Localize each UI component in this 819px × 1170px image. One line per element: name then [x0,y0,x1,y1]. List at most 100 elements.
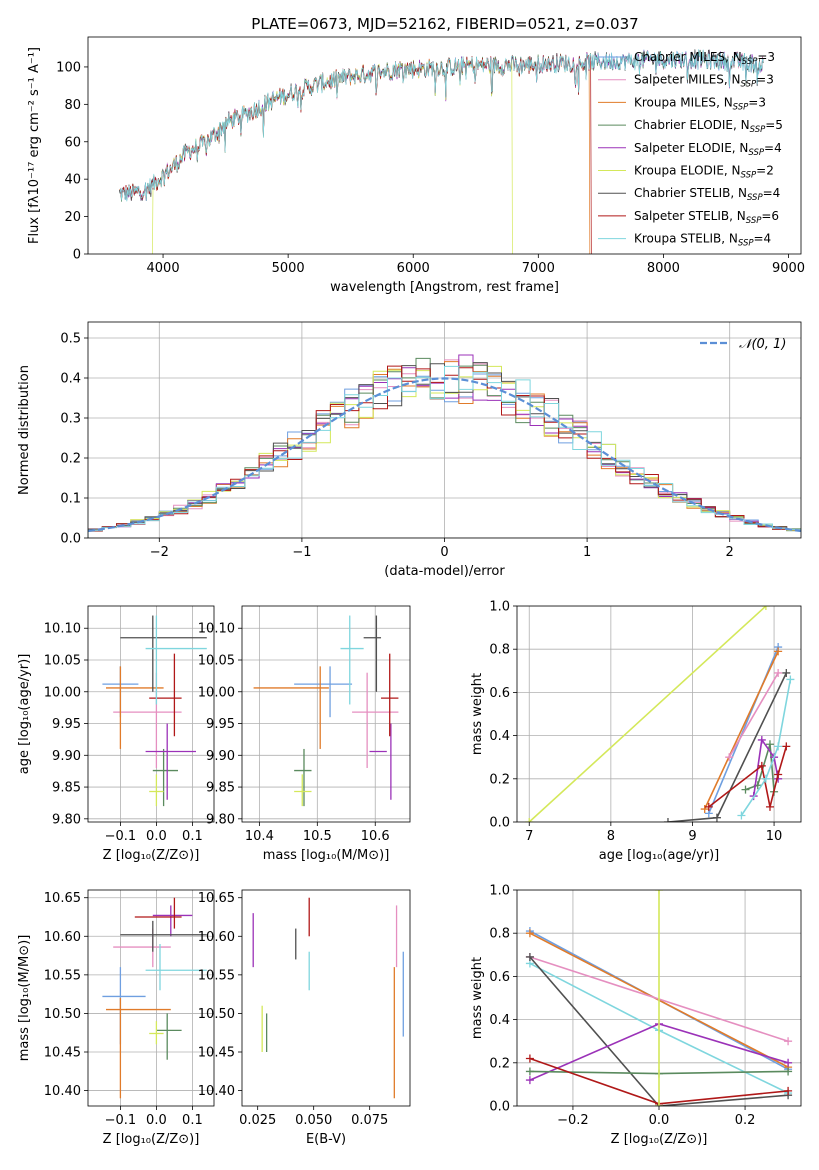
y-tick-label: 10.00 [198,685,235,700]
legend-label: Chabrier MILES, NSSP=3 [634,50,775,67]
x-tick-label: −0.1 [105,829,137,844]
legend-nssp-value: =5 [765,118,783,132]
legend-series-name: Chabrier ELODIE [634,118,733,132]
weight-marker [655,1102,663,1106]
errorbar-point-kroupa-stelib [145,944,207,991]
errorbar-point-chabrier-stelib [120,615,207,692]
legend-nssp-sub: SSP [741,171,757,181]
errorbar-point-kroupa-miles [106,666,164,749]
y-axis-label: Flux [fλ10⁻¹⁷ erg cm⁻² s⁻¹ A⁻¹] [27,47,42,244]
plot-area [252,897,404,1099]
plot-area [517,606,801,822]
panel-mass-vs-metallicity: −0.1 0.0 0.1 10.40 10.45 10.50 10.55 10.60 10.65… [17,889,215,1147]
x-axis-label: wavelength [Angstrom, rest frame] [330,280,559,295]
y-tick-label: 10.60 [44,930,81,945]
weight-marker [784,1067,793,1076]
weight-marker [774,742,783,751]
weight-marker [782,742,791,751]
weight-marker [761,606,770,610]
y-tick-label: 10.40 [198,1084,235,1099]
legend-nssp-value: =4 [754,232,772,246]
legend-nssp-value: =3 [756,73,774,87]
y-tick-label: 10.65 [44,891,81,906]
weight-marker [525,818,534,822]
y-tick-label: 10.50 [44,1007,81,1022]
x-axis-label: Z [log₁₀(Z/Z⊙)] [611,1132,708,1147]
errorbar-point-chabrier-elodie [294,748,312,807]
errorbar-point-salpeter-elodie [145,723,196,800]
legend-nssp-value: =4 [764,141,782,155]
plot-area [88,890,214,1106]
legend-label: 𝒩(0, 1) [739,337,786,352]
weight-marker [712,813,721,822]
y-tick-label: 0.1 [60,492,81,507]
weight-marker [525,1054,534,1063]
legend-nssp-sub: SSP [733,102,749,112]
x-tick-label: 10.4 [245,829,274,844]
y-tick-label: 0.5 [60,332,81,347]
legend-series-name: Kroupa STELIB [634,232,721,246]
y-tick-label: 10.45 [44,1046,81,1061]
weight-marker [765,802,774,811]
weight-marker [774,668,783,677]
x-tick-label: 0.025 [239,1113,276,1128]
x-axis-label: Z [log₁₀(Z/Z⊙)] [103,848,200,863]
y-tick-label: 0.0 [489,816,510,831]
errorbar-point-chabrier-elodie [152,748,178,807]
legend-series-name: Kroupa MILES [634,95,716,109]
x-axis-label: Z [log₁₀(Z/Z⊙)] [103,1132,200,1147]
y-axis-label: mass weight [470,957,485,1039]
x-tick-label: 0.0 [649,1113,670,1128]
y-tick-label: 0.8 [489,643,510,658]
errorbar-point-salpeter-miles [352,672,399,768]
x-tick-label: 0.0 [146,829,167,844]
errorbar-point-chabrier-elodie [156,1013,182,1060]
legend-nssp-value: =6 [761,209,779,223]
weight-marker [784,1086,793,1095]
legend-nssp-prefix: , N [730,186,747,200]
legend-nssp-sub: SSP [747,193,763,203]
legend-series-name: Chabrier STELIB [634,186,730,200]
errorbar-point-kroupa-elodie [294,774,312,807]
x-tick-label: 0.0 [146,1113,167,1128]
legend-nssp-sub: SSP [742,57,758,67]
weight-marker [704,802,713,811]
legend-label: Salpeter MILES, NSSP=3 [634,73,774,90]
x-tick-label: 8 [607,829,615,844]
plot-area [88,606,214,822]
y-tick-label: 9.90 [206,749,235,764]
x-tick-label: −0.1 [105,1113,137,1128]
axes-frame [516,605,802,823]
legend-label: Salpeter STELIB, NSSP=6 [634,209,779,226]
errorbar-point-salpeter-elodie [152,905,193,937]
y-tick-label: 10.10 [198,622,235,637]
errorbar-point-kroupa-stelib [145,615,207,705]
plot-area [517,890,801,1106]
y-tick-label: 10.10 [44,622,81,637]
y-tick-label: 10.40 [44,1084,81,1099]
weight-marker [761,774,770,783]
y-tick-label: 0.2 [489,772,510,787]
errorbar-point-kroupa-miles [106,998,171,1099]
legend-label: Kroupa MILES, NSSP=3 [634,95,766,112]
errorbar-point-kroupa-stelib [340,615,364,705]
legend-nssp-prefix: , N [733,118,750,132]
errorbar-point-kroupa-elodie [149,1021,164,1045]
y-tick-label: 0.4 [489,729,510,744]
weight-marker [774,647,783,656]
histogram-kroupa-stelib [88,365,801,538]
x-tick-label: 7000 [522,261,555,276]
x-tick-label: 10.6 [361,829,390,844]
y-tick-label: 10.05 [44,654,81,669]
legend-nssp-value: =3 [748,95,766,109]
panel-age-vs-metallicity: −0.1 0.0 0.1 9.80 9.85 9.90 9.95 10.00 10.05 10.1… [17,605,215,863]
legend-label: Salpeter ELODIE, NSSP=4 [634,141,782,158]
weight-marker [741,785,750,794]
y-tick-label: 0.6 [489,970,510,985]
x-tick-label: 0.050 [295,1113,332,1128]
legend-series-name: Salpeter MILES [634,73,724,87]
axes-frame [87,889,215,1107]
x-tick-label: −1 [292,545,311,560]
axes-frame [241,605,411,823]
